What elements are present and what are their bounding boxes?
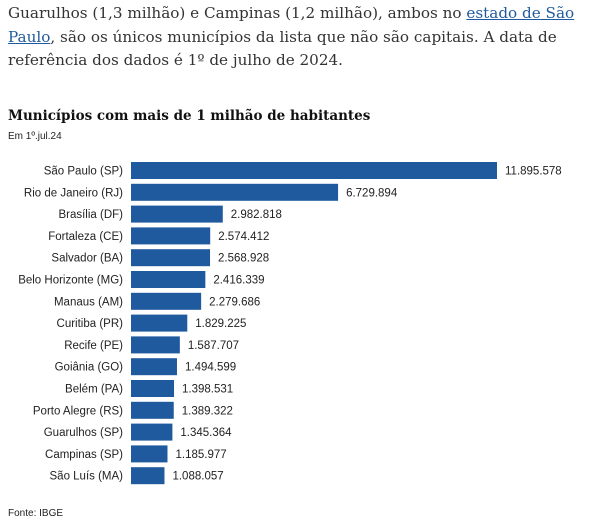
bar	[131, 401, 174, 419]
category-label: Fortaleza (CE)	[48, 231, 123, 243]
chart-source: Fonte: IBGE	[8, 508, 64, 519]
value-label: 6.729.894	[346, 187, 398, 199]
chart-subtitle: Em 1º.jul.24	[8, 131, 62, 142]
article-paragraph: Guarulhos (1,3 milhão) e Campinas (1,2 m…	[8, 2, 608, 73]
bar	[131, 183, 339, 201]
value-label: 2.416.339	[213, 275, 264, 287]
category-label: Guarulhos (SP)	[44, 427, 123, 439]
bar	[131, 162, 497, 179]
bar	[131, 249, 211, 267]
category-label: Brasília (DF)	[58, 209, 123, 221]
category-label: Rio de Janeiro (RJ)	[24, 187, 123, 199]
bar	[131, 358, 177, 376]
bar	[131, 205, 223, 223]
bar	[131, 271, 206, 288]
article-text-after-link: , são os únicos municípios da lista que …	[8, 27, 557, 70]
value-label: 11.895.578	[505, 166, 562, 178]
value-label: 1.494.599	[185, 362, 236, 374]
chart-title: Municípios com mais de 1 milhão de habit…	[8, 108, 371, 124]
value-label: 1.345.364	[180, 427, 232, 439]
category-label: Porto Alegre (RS)	[33, 405, 123, 417]
category-label: Curitiba (PR)	[57, 318, 124, 330]
bar	[131, 227, 211, 245]
category-label: Campinas (SP)	[45, 449, 123, 461]
bar-chart: São Paulo (SP) 11.895.578 Rio de Janeiro (…	[18, 162, 562, 485]
category-label: Recife (PE)	[64, 340, 123, 352]
category-label: Belém (PA)	[65, 384, 123, 396]
bar	[131, 445, 168, 463]
bar	[131, 336, 180, 354]
category-label: Belo Horizonte (MG)	[18, 275, 123, 287]
category-label: Manaus (AM)	[54, 296, 123, 308]
value-label: 1.185.977	[175, 449, 226, 461]
value-label: 2.982.818	[231, 209, 282, 221]
category-label: Salvador (BA)	[51, 253, 123, 265]
value-label: 1.587.707	[188, 340, 239, 352]
value-label: 1.088.057	[172, 471, 223, 483]
category-label: São Luís (MA)	[50, 471, 124, 483]
value-label: 1.389.322	[182, 405, 233, 417]
category-label: São Paulo (SP)	[44, 166, 123, 178]
value-label: 2.574.412	[218, 231, 269, 243]
link-estado-de-sao-paulo[interactable]: estado de São Paulo	[8, 4, 575, 46]
bar	[131, 423, 173, 441]
bar	[131, 292, 202, 310]
bar	[131, 467, 165, 485]
category-label: Goiânia (GO)	[55, 362, 124, 374]
article-text-before-link: Guarulhos (1,3 milhão) e Campinas (1,2 m…	[8, 4, 467, 22]
bar	[131, 314, 188, 332]
bar	[131, 380, 175, 397]
value-label: 1.829.225	[195, 318, 246, 330]
value-label: 1.398.531	[182, 384, 233, 396]
value-label: 2.279.686	[209, 296, 260, 308]
value-label: 2.568.928	[218, 253, 269, 265]
